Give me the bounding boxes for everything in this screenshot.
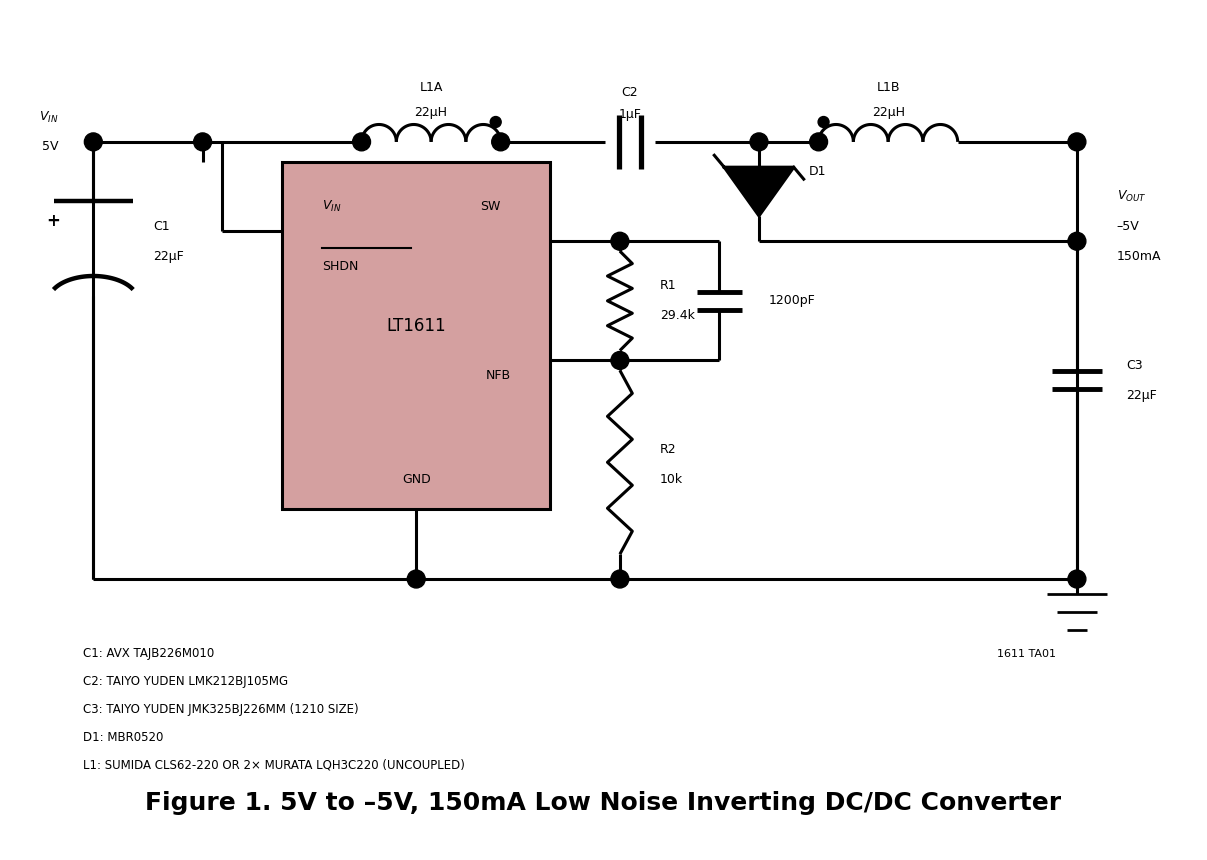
FancyBboxPatch shape (282, 162, 550, 509)
Text: SW: SW (480, 200, 501, 213)
Circle shape (750, 133, 768, 150)
Circle shape (1068, 570, 1086, 588)
Text: GND: GND (402, 473, 431, 486)
Text: R2: R2 (660, 444, 676, 457)
Text: R1: R1 (660, 280, 676, 292)
Text: L1: SUMIDA CLS62-220 OR 2× MURATA LQH3C220 (UNCOUPLED): L1: SUMIDA CLS62-220 OR 2× MURATA LQH3C2… (83, 759, 465, 771)
Circle shape (611, 232, 629, 250)
Text: 10k: 10k (660, 473, 683, 486)
Text: $V_{OUT}$: $V_{OUT}$ (1116, 189, 1147, 204)
Text: D1: D1 (809, 165, 826, 178)
Text: 22μF: 22μF (153, 249, 183, 262)
Text: $V_{IN}$: $V_{IN}$ (322, 199, 342, 214)
Text: C3: C3 (1126, 359, 1143, 372)
Text: LT1611: LT1611 (386, 316, 447, 335)
Text: 5V: 5V (42, 140, 59, 153)
Circle shape (491, 133, 509, 150)
Circle shape (352, 133, 371, 150)
Text: D1: MBR0520: D1: MBR0520 (83, 730, 164, 744)
Text: 22μH: 22μH (415, 106, 448, 119)
Circle shape (1068, 133, 1086, 150)
Text: C3: TAIYO YUDEN JMK325BJ226MM (1210 SIZE): C3: TAIYO YUDEN JMK325BJ226MM (1210 SIZE… (83, 703, 358, 716)
Text: C1: AVX TAJB226M010: C1: AVX TAJB226M010 (83, 647, 215, 660)
Circle shape (1068, 232, 1086, 250)
Circle shape (611, 352, 629, 370)
Text: NFB: NFB (485, 369, 511, 382)
Text: –5V: –5V (1116, 220, 1139, 233)
Text: 1611 TA01: 1611 TA01 (997, 648, 1056, 659)
Text: L1B: L1B (876, 81, 900, 94)
Circle shape (810, 133, 828, 150)
Text: $V_{IN}$: $V_{IN}$ (39, 109, 59, 125)
Text: 29.4k: 29.4k (660, 310, 694, 322)
Polygon shape (724, 167, 794, 216)
Text: Figure 1. 5V to –5V, 150mA Low Noise Inverting DC/DC Converter: Figure 1. 5V to –5V, 150mA Low Noise Inv… (145, 790, 1062, 814)
Text: +: + (47, 212, 60, 230)
Text: L1A: L1A (420, 81, 443, 94)
Text: 22μF: 22μF (1126, 389, 1158, 402)
Text: SHDN: SHDN (322, 260, 358, 273)
Text: 150mA: 150mA (1116, 249, 1161, 262)
Circle shape (193, 133, 211, 150)
Text: 1μF: 1μF (618, 108, 641, 120)
Text: 22μH: 22μH (871, 106, 905, 119)
Circle shape (407, 570, 425, 588)
Text: 1200pF: 1200pF (769, 294, 816, 307)
Text: C2: TAIYO YUDEN LMK212BJ105MG: C2: TAIYO YUDEN LMK212BJ105MG (83, 675, 288, 688)
Circle shape (490, 117, 501, 127)
Circle shape (818, 117, 829, 127)
Circle shape (611, 570, 629, 588)
Text: C1: C1 (153, 220, 169, 233)
Text: C2: C2 (622, 86, 639, 99)
Circle shape (84, 133, 103, 150)
